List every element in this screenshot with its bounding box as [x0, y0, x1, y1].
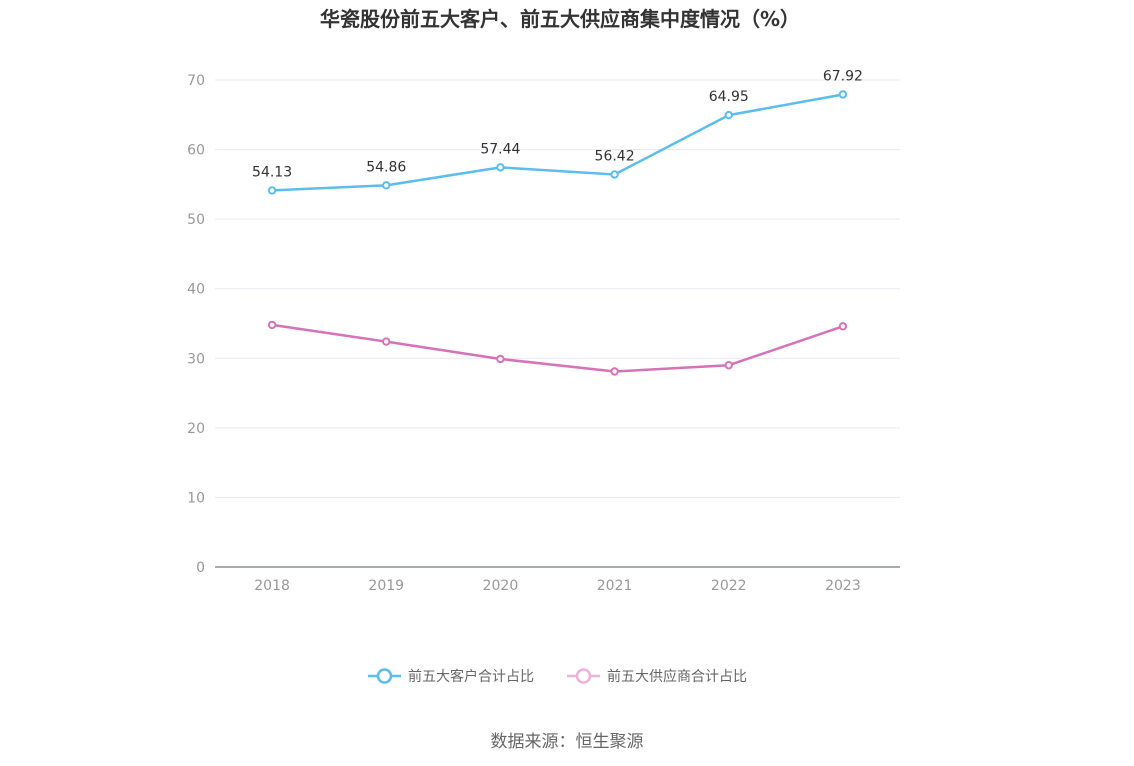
series-2-point-2019 — [382, 337, 391, 346]
data-label-2022: 64.95 — [709, 89, 749, 105]
series-1: 54.13 54.86 57.44 56.42 64.95 67.92 — [252, 68, 863, 195]
series-2-point-2021 — [610, 367, 619, 376]
series-2-point-2018 — [267, 320, 277, 330]
y-tick-label-60: 60 — [187, 143, 205, 159]
source-note: 数据来源：恒生聚源 — [491, 732, 644, 752]
series-1-point-2020 — [496, 163, 505, 172]
y-tick-label-50: 50 — [187, 212, 205, 228]
series-1-point-2023 — [838, 90, 848, 99]
y-tick-label-30: 30 — [187, 351, 205, 367]
data-label-2021: 56.42 — [595, 148, 635, 164]
legend-item-1[interactable]: 前五大客户合计占比 — [368, 668, 534, 685]
y-axis: 0 10 20 30 40 50 60 70 — [187, 73, 205, 576]
series-2 — [267, 320, 848, 376]
data-label-2020: 57.44 — [480, 141, 520, 157]
y-tick-label-10: 10 — [187, 490, 205, 506]
x-tick-label-2023: 2023 — [825, 578, 861, 594]
x-tick-label-2021: 2021 — [597, 578, 633, 594]
x-tick-label-2022: 2022 — [711, 578, 747, 594]
legend-label-2: 前五大供应商合计占比 — [607, 668, 747, 685]
series-1-point-2021 — [610, 170, 619, 179]
y-tick-label-20: 20 — [187, 421, 205, 437]
legend-label-1: 前五大客户合计占比 — [408, 668, 534, 685]
data-label-2023: 67.92 — [823, 68, 863, 84]
legend[interactable]: 前五大客户合计占比 前五大供应商合计占比 — [368, 668, 747, 685]
series-2-line — [271, 323, 844, 373]
series-1-line — [272, 93, 844, 192]
series-2-point-2023 — [838, 322, 848, 331]
legend-marker-1 — [376, 668, 393, 684]
y-tick-label-70: 70 — [187, 73, 205, 89]
series-1-point-2019 — [382, 181, 391, 190]
grid-lines — [215, 79, 900, 498]
x-tick-label-2019: 2019 — [368, 578, 404, 594]
legend-item-2[interactable]: 前五大供应商合计占比 — [567, 668, 747, 685]
x-tick-label-2020: 2020 — [483, 578, 519, 594]
series-2-point-2020 — [496, 354, 505, 364]
chart-title: 华瓷股份前五大客户、前五大供应商集中度情况（%） — [320, 7, 800, 31]
x-tick-label-2018: 2018 — [254, 578, 290, 594]
series-1-point-2018 — [267, 186, 277, 195]
legend-marker-2 — [575, 668, 592, 684]
y-tick-label-0: 0 — [196, 560, 205, 576]
y-tick-label-40: 40 — [187, 282, 205, 298]
series-2-point-2022 — [724, 361, 733, 370]
series-1-point-2022 — [724, 110, 733, 120]
data-label-2018: 54.13 — [252, 164, 292, 180]
series-layer: 54.13 54.86 57.44 56.42 64.95 67.92 — [252, 68, 863, 376]
data-label-2019: 54.86 — [366, 159, 406, 175]
x-axis: 2018 2019 2020 2021 2022 2023 — [215, 566, 900, 594]
